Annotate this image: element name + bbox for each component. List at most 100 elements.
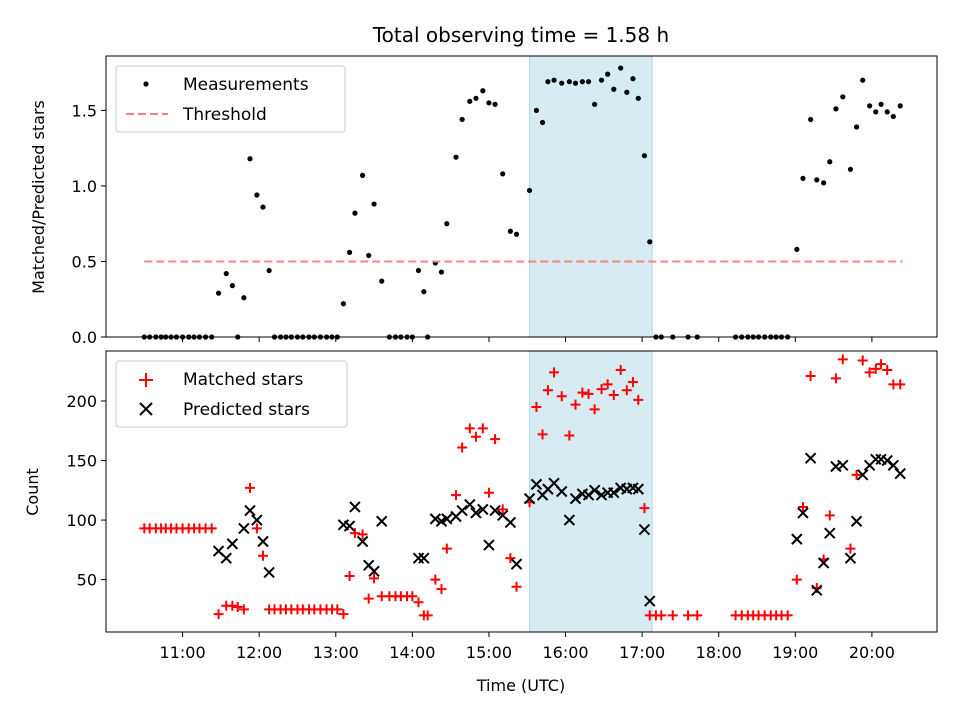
predicted-star-point [644,595,656,607]
measurement-point [808,116,814,123]
matched-star-point [602,379,613,390]
measurement-point [572,80,579,86]
bottom-y-axis-label: Count [23,468,42,516]
predicted-star-point [837,459,849,472]
matched-star-point [422,610,433,621]
predicted-star-point [504,516,517,529]
predicted-star-point [556,485,568,498]
matched-star-point [876,359,887,370]
predicted-star-point [850,515,863,527]
top-legend: Measurements Threshold [115,65,346,133]
matched-star-point [570,399,581,410]
matched-star-point [667,610,678,621]
matched-star-point [870,363,881,374]
chart-title: Total observing time = 1.58 h [372,23,669,47]
matched-star-point [349,528,360,539]
matched-star-point [549,367,560,378]
matched-star-point [556,391,567,402]
matched-star-point [656,610,667,621]
predicted-star-point [844,552,857,564]
measurement-point [585,79,592,85]
matched-star-point [851,469,862,480]
predicted-star-point [824,527,836,539]
matched-star-point [577,387,588,398]
measurement-point [473,95,479,101]
x-tick-label: 11:00 [160,643,206,662]
matched-star-point [251,523,262,534]
top-panel: 0.0 0.5 1.0 1.5 Matched/Predicted stars Mea… [29,55,938,347]
measurement-point [579,79,585,85]
predicted-star-point [811,584,823,597]
predicted-star-point [376,515,388,527]
measurement-point [545,79,551,85]
predicted-star-point [343,520,356,532]
matched-star-point [470,431,481,442]
measurement-point [827,159,833,165]
matched-star-point [477,423,488,434]
predicted-star-point [257,535,269,548]
predicted-star-point [464,498,476,511]
matched-star-point [344,571,355,582]
top-legend-box [115,65,346,133]
predicted-star-point [588,484,601,497]
measurement-point [566,79,572,85]
measurement-point [592,101,598,107]
x-tick-label: 20:00 [849,643,895,662]
x-tick-label: 13:00 [313,643,359,662]
matched-star-point [621,385,632,396]
predicted-star-point [817,557,830,569]
predicted-star-point [523,492,536,505]
measurement-point [366,252,372,259]
predicted-star-point [887,459,900,472]
measurement-point [247,156,253,162]
matched-star-point [258,550,269,561]
measurement-point [526,187,533,194]
measurement-point [254,192,260,198]
measurement-point [359,172,366,178]
matched-star-point [451,490,462,501]
x-tick-label: 18:00 [696,643,742,662]
top-x-ticks [182,337,873,342]
predicted-star-point [349,501,361,513]
matched-star-point [633,394,644,405]
measurement-point [598,77,605,83]
y-tick-label: 200 [66,392,97,411]
predicted-star-point [226,538,239,550]
measurement-point [814,177,820,183]
predicted-star-point [569,492,582,505]
bottom-panel: 50 100 150 200 11:00 12:00 13:00 14:00 15:00 16:… [23,350,938,695]
predicted-star-point [263,566,275,579]
measurement-point [890,113,896,120]
predicted-star-point [530,478,543,491]
matched-star-point [615,365,626,376]
matched-star-point [238,604,249,615]
x-tick-label: 14:00 [389,643,435,662]
measurement-point [800,175,806,181]
predicted-star-point [638,523,651,536]
measurement-point [421,289,427,295]
measurement-point [459,116,465,123]
measurement-point [229,283,235,289]
matched-star-point [511,581,522,592]
measurement-point [641,153,648,159]
bottom-plot-frame [105,350,938,633]
legend-label-measurements: Measurements [183,75,309,95]
measurement-point [559,80,565,86]
matched-star-point [895,379,906,390]
predicted-star-point [244,504,256,517]
matched-star-point [542,385,553,396]
y-tick-label: 1.0 [72,177,97,196]
measurement-point [533,107,540,113]
measurement-point [605,71,611,77]
legend-marker-measurements [143,81,149,87]
matched-star-point [537,429,548,440]
measurement-point [500,171,506,177]
matched-star-point [206,523,217,534]
measurement-point [624,89,630,95]
bottom-legend-box [115,360,348,428]
matched-star-point [683,610,694,621]
predicted-star-point [251,514,263,526]
x-tick-label: 12:00 [236,643,282,662]
measurement-point [340,301,347,307]
predicted-star-point [483,539,495,551]
